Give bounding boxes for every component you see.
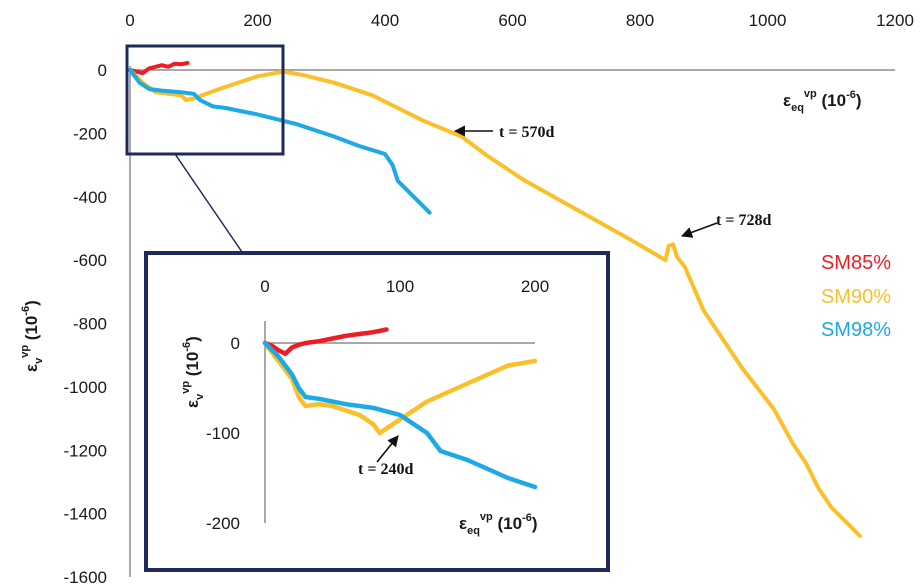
legend-item-sm85: SM85% — [821, 252, 891, 274]
main-series-line-sm90 — [128, 68, 862, 538]
inset-background — [146, 253, 608, 570]
inset-frame — [144, 251, 610, 572]
main-x-tick-label: 1200 — [876, 11, 914, 30]
main-x-tick-label: 1000 — [749, 11, 787, 30]
annotation-t240-label: t = 240d — [358, 461, 413, 478]
legend-item-sm98: SM98% — [821, 319, 891, 341]
inset-y-tick-label: -200 — [206, 514, 240, 533]
inset-series — [262, 327, 538, 490]
inset-x-tick-label: 100 — [386, 277, 414, 296]
legend: SM85% SM90% SM98% — [821, 252, 891, 341]
main-series-line-sm98 — [128, 68, 432, 215]
main-x-axis-label: εeqvp (10-6) — [783, 88, 862, 114]
main-y-tick-label: -200 — [73, 124, 107, 143]
inset-y-axis-label: εvvp (10-6) — [180, 336, 206, 408]
inset-series-line-sm98 — [262, 340, 538, 490]
inset-series-line-sm85 — [262, 327, 389, 357]
annotation-t570-label: t = 570d — [499, 124, 554, 141]
inset-y-tick-label: 0 — [231, 334, 240, 353]
annotation-t240-arrow — [376, 435, 399, 463]
annotation-t728-arrow — [680, 222, 718, 238]
main-y-tick-label: -800 — [73, 315, 107, 334]
main-x-tick-label: 800 — [626, 11, 654, 30]
inset-x-axis-label: εeqvp (10-6) — [459, 511, 538, 537]
main-y-tick-label: -1200 — [64, 441, 107, 460]
inset-y-tick-label: -100 — [206, 424, 240, 443]
main-y-tick-label: -400 — [73, 188, 107, 207]
main-x-tick-label: 200 — [243, 11, 271, 30]
main-series — [128, 61, 862, 538]
inset-labels: 0 100 200 0 -100 -200 εeqvp (10-6) εvvp (10-6) — [180, 277, 549, 537]
zoom-region-box — [125, 44, 285, 156]
main-y-axis-label: εvvp (10-6) — [19, 300, 45, 372]
inset-series-line-sm90 — [262, 340, 538, 436]
inset-x-tick-label: 200 — [521, 277, 549, 296]
main-y-tick-label: -1000 — [64, 378, 107, 397]
main-x-tick-label: 0 — [125, 11, 134, 30]
main-axes — [129, 66, 895, 577]
main-x-tick-label: 600 — [498, 11, 526, 30]
legend-item-sm90: SM90% — [821, 286, 891, 308]
main-series-line-sm85 — [128, 61, 190, 76]
annotations: t = 570d t = 728d t = 240d — [358, 124, 771, 478]
main-labels: 0 200 400 600 800 1000 12000-200-400-600-800-1… — [19, 11, 914, 587]
zoom-connector-line — [174, 153, 243, 253]
main-y-tick-label: 0 — [98, 61, 107, 80]
main-x-tick-label: 400 — [371, 11, 399, 30]
main-y-tick-label: -1400 — [64, 505, 107, 524]
inset-x-tick-label: 0 — [260, 277, 269, 296]
main-y-tick-label: -1600 — [64, 568, 107, 587]
annotation-t728-label: t = 728d — [716, 212, 771, 229]
main-y-tick-label: -600 — [73, 251, 107, 270]
